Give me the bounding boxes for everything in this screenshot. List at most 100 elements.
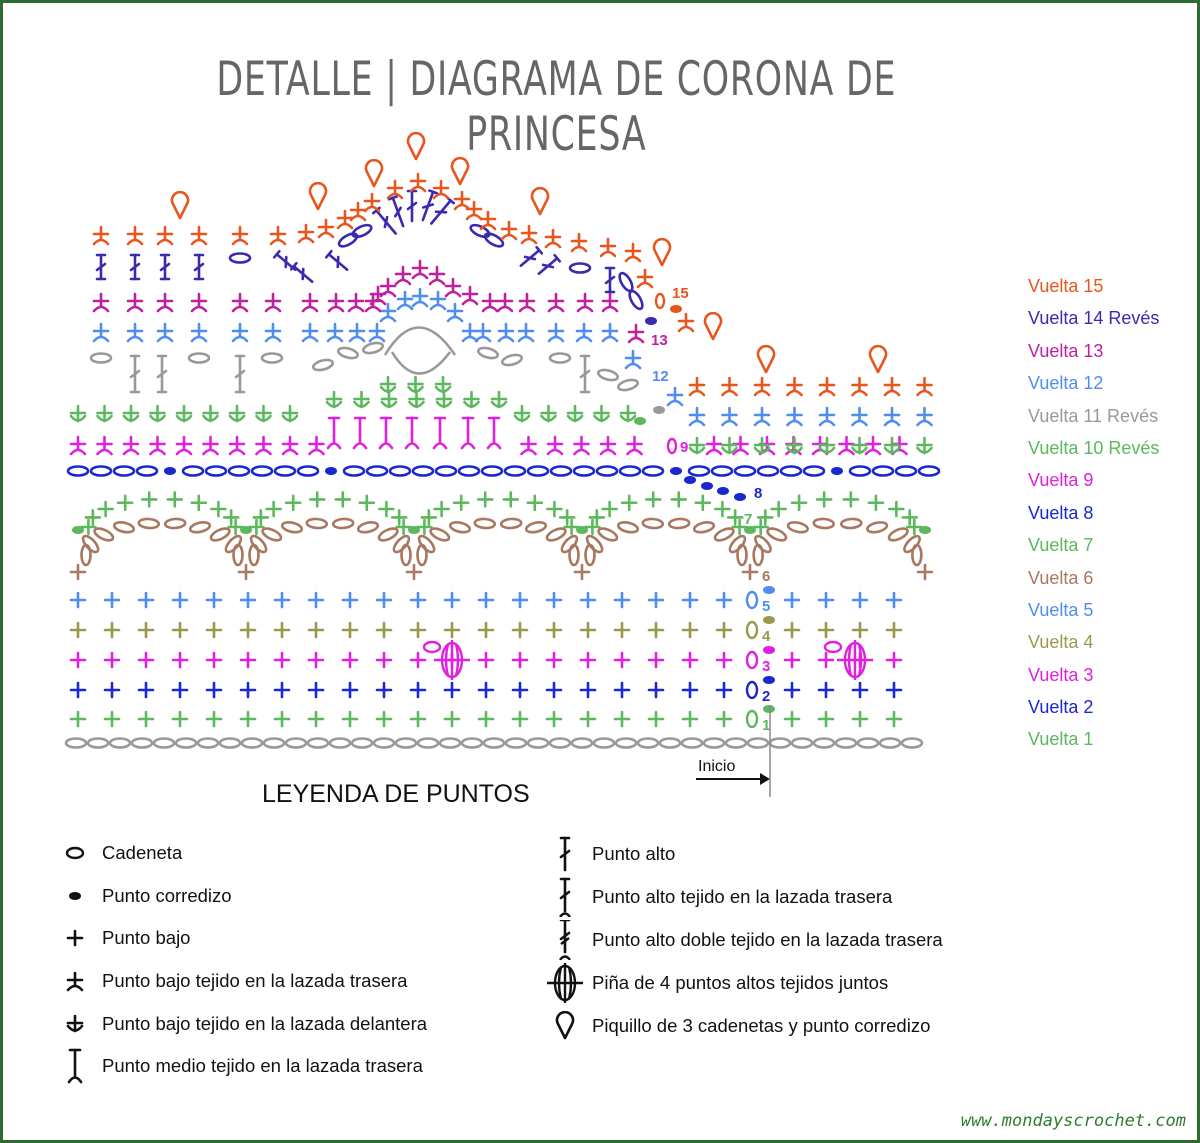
hdc-back-loop (460, 416, 476, 450)
sc-back-loop (231, 322, 249, 343)
sc-back-loop (677, 312, 695, 333)
single-crochet (378, 500, 395, 518)
single-crochet (66, 930, 84, 947)
sc-front-loop (96, 404, 113, 423)
sc-front-loop (202, 404, 219, 423)
hdc-back-loop (432, 416, 448, 450)
sc-back-loop (479, 210, 497, 231)
chain-stitch (188, 521, 212, 534)
legend-item: Cadeneta (50, 832, 427, 875)
single-crochet (69, 651, 87, 669)
single-crochet (817, 651, 835, 669)
single-crochet (69, 621, 87, 639)
legend-item: Punto alto (540, 832, 943, 875)
chain-stitch (713, 527, 735, 542)
single-crochet (647, 681, 665, 699)
single-crochet (334, 491, 352, 508)
row-11 (89, 326, 665, 414)
slip-stitch (670, 467, 682, 475)
single-crochet (511, 651, 529, 669)
chain-stitch (305, 517, 329, 530)
sc-back-loop (66, 971, 84, 992)
single-crochet (375, 591, 393, 609)
sc-back-loop (231, 225, 249, 246)
single-crochet (409, 710, 427, 728)
round-marker: 12 (652, 368, 669, 385)
single-crochet (171, 710, 189, 728)
double-crochet (289, 261, 314, 284)
sc-back-loop (570, 232, 588, 253)
sc-back-loop (547, 292, 565, 313)
chain-stitch (595, 465, 619, 477)
single-crochet (443, 621, 461, 639)
sc-back-loop (916, 406, 933, 427)
sc-back-loop (500, 220, 518, 241)
sc-front-loop (379, 375, 397, 394)
sc-front-loop (408, 390, 425, 409)
chain-stitch (887, 527, 909, 542)
sc-back-loop (327, 292, 345, 313)
single-crochet (476, 491, 494, 508)
chain-stitch (524, 521, 548, 534)
chain-stitch (779, 465, 803, 477)
single-crochet (681, 710, 699, 728)
start-label: Inicio (698, 758, 736, 775)
chain-stitch (856, 737, 880, 749)
double-crochet (387, 195, 405, 228)
single-crochet (137, 710, 155, 728)
legend-title: LEYENDA DE PUNTOS (262, 780, 530, 808)
chain-stitch (680, 737, 704, 749)
sc-back-loop (363, 192, 381, 213)
single-crochet (613, 621, 631, 639)
sc-back-loop (474, 322, 492, 343)
hdc-back-loop (486, 416, 502, 450)
single-crochet (670, 491, 688, 508)
chain-stitch (204, 465, 228, 477)
sc-back-loop (349, 201, 367, 222)
single-crochet (906, 518, 923, 536)
turning-chain (745, 709, 759, 729)
single-crochet (885, 591, 903, 609)
sc-back-loop (126, 292, 144, 313)
sc-front-loop (434, 375, 452, 394)
sc-back-loop (409, 172, 427, 193)
single-crochet (477, 651, 495, 669)
sc-front-loop (407, 375, 424, 394)
sc-back-loop (517, 322, 535, 343)
double-crochet (95, 253, 107, 281)
sc-front-loop (175, 404, 193, 423)
single-crochet-icon (66, 930, 84, 947)
sc-back-loop (92, 292, 110, 313)
sc-front-loop (566, 404, 584, 423)
legend-label: Punto alto (592, 842, 676, 864)
chain-stitch (228, 252, 252, 264)
chain-stitch (89, 352, 113, 364)
sc-back-loop (264, 322, 282, 343)
treble-back-loop-icon (559, 919, 571, 960)
chain-stitch (483, 232, 505, 248)
sc-back-loop (255, 435, 272, 456)
chain-stitch (163, 517, 187, 530)
slip-stitch (645, 317, 657, 325)
single-crochet (103, 591, 121, 609)
chain-icon (65, 847, 85, 860)
chain-stitch (616, 378, 640, 392)
single-crochet (620, 494, 638, 512)
single-crochet (409, 651, 427, 669)
chain-stitch (260, 352, 284, 364)
double-crochet (159, 253, 171, 281)
foundation-chain (64, 737, 924, 749)
round-label: Vuelta 6 (1028, 567, 1094, 588)
chain-stitch (135, 465, 159, 477)
chain-stitch (724, 737, 748, 749)
legend-item: Punto alto tejido en la lazada trasera (540, 875, 943, 918)
chain-stitch (641, 517, 665, 530)
double-crochet (129, 253, 141, 281)
single-crochet (584, 518, 601, 536)
legend-column-right: Punto alto Punto alto tejido en la lazada… (540, 832, 943, 1047)
legend-label: Piquillo de 3 cadenetas y punto corrediz… (592, 1014, 931, 1036)
chain-stitch (174, 737, 198, 749)
single-crochet (885, 651, 903, 669)
chain-stitch (181, 465, 205, 477)
sc-back-loop (122, 435, 140, 456)
